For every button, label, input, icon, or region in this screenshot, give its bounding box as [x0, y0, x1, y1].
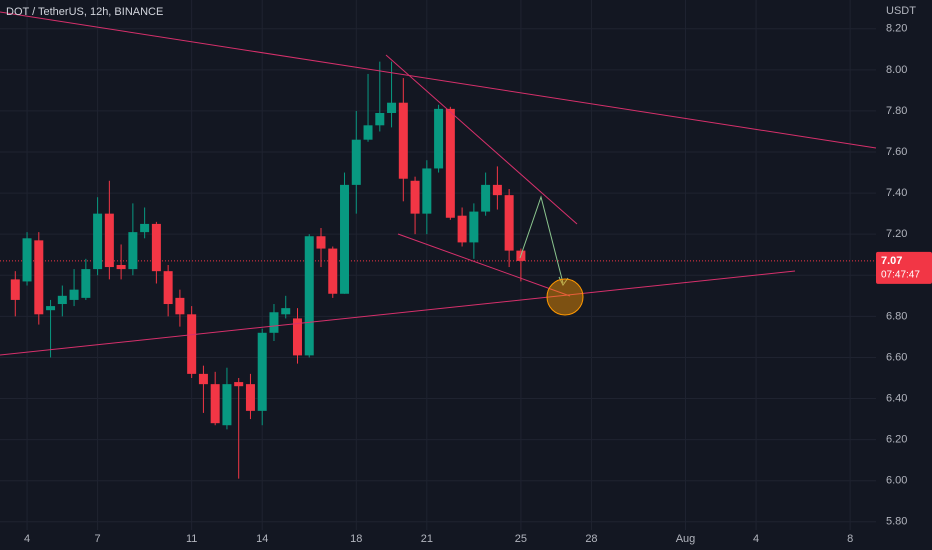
candle-body	[175, 297, 185, 315]
candle-body	[245, 384, 255, 411]
candle-body	[10, 279, 20, 300]
candle-body	[22, 238, 32, 282]
y-tick-label: 8.00	[886, 64, 907, 76]
candle-body	[198, 373, 208, 385]
candle-body	[187, 314, 197, 374]
trend-line	[397, 233, 571, 297]
y-tick-label: 5.80	[886, 516, 907, 528]
candle-body	[410, 180, 420, 214]
candle-body	[398, 102, 408, 179]
y-tick-label: 7.20	[886, 228, 907, 240]
projection-arrow	[519, 195, 564, 284]
candle-body	[116, 265, 126, 270]
candle-body	[104, 213, 114, 268]
candle-body	[387, 102, 397, 113]
x-tick-label: 7	[95, 533, 101, 545]
candle-body	[151, 223, 161, 272]
candle-body	[281, 308, 291, 315]
candle-body	[504, 195, 514, 251]
candle-body	[46, 306, 56, 311]
axis-layer: 5.806.006.206.406.606.807.007.207.407.60…	[24, 23, 932, 545]
candle-body	[93, 213, 103, 270]
y-tick-label: 7.40	[886, 187, 907, 199]
candle-body	[469, 211, 479, 243]
candle-body	[269, 312, 279, 333]
candle-body	[328, 248, 338, 294]
x-tick-label: 28	[585, 533, 597, 545]
countdown-label: 07:47:47	[881, 270, 920, 281]
currency-label: USDT	[886, 5, 916, 17]
candle-body	[163, 271, 173, 305]
last-price-box	[876, 251, 932, 284]
candle-body	[57, 295, 67, 305]
candle-body	[422, 168, 432, 214]
x-tick-label: Aug	[676, 533, 696, 545]
candle-body	[375, 112, 385, 126]
candle-body	[34, 240, 44, 315]
candle-body	[457, 215, 467, 243]
y-tick-label: 7.60	[886, 146, 907, 158]
candle-body	[351, 139, 361, 185]
y-tick-label: 6.00	[886, 475, 907, 487]
candle-body	[481, 184, 491, 212]
last-price-label: 7.07	[881, 255, 902, 267]
candles	[10, 61, 526, 479]
y-tick-label: 7.80	[886, 105, 907, 117]
x-tick-label: 25	[515, 533, 527, 545]
candle-body	[222, 384, 232, 426]
candle-body	[434, 108, 444, 169]
x-tick-label: 8	[847, 533, 853, 545]
x-tick-label: 18	[350, 533, 362, 545]
candle-body	[234, 382, 244, 387]
x-tick-label: 21	[421, 533, 433, 545]
target-circle	[546, 278, 584, 316]
y-tick-label: 6.60	[886, 351, 907, 363]
y-tick-label: 6.80	[886, 310, 907, 322]
chart-title: DOT / TetherUS, 12h, BINANCE	[6, 6, 163, 18]
candle-body	[445, 108, 455, 218]
candle-body	[69, 289, 79, 300]
candle-body	[81, 269, 91, 298]
candle-body	[340, 184, 350, 294]
candle-body	[128, 232, 138, 270]
x-tick-label: 14	[256, 533, 268, 545]
x-tick-label: 4	[753, 533, 759, 545]
candle-body	[304, 236, 314, 356]
y-tick-label: 6.40	[886, 392, 907, 404]
y-tick-label: 6.20	[886, 434, 907, 446]
candle-body	[140, 223, 150, 233]
candle-body	[316, 236, 326, 249]
y-tick-label: 8.20	[886, 23, 907, 35]
candle-body	[492, 184, 502, 196]
candle-body	[210, 384, 220, 424]
candle-body	[292, 318, 302, 356]
trend-line	[385, 54, 578, 225]
trend-line	[0, 11, 877, 149]
candle-body	[257, 332, 267, 411]
trend-line	[0, 270, 796, 356]
x-tick-label: 4	[24, 533, 30, 545]
candle-body	[363, 125, 373, 140]
x-tick-label: 11	[186, 533, 197, 545]
